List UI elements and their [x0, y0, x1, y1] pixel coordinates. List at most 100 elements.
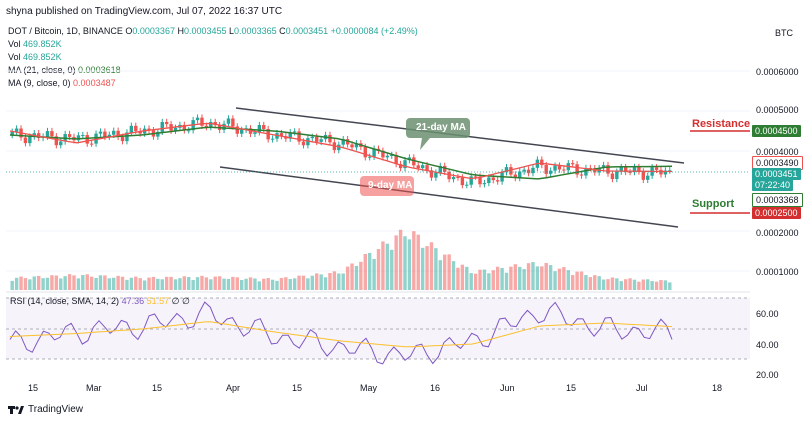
volume-bar — [659, 280, 663, 290]
volume-bar — [279, 278, 284, 290]
candle — [482, 183, 487, 185]
volume-bar — [443, 254, 447, 290]
volume-bar — [416, 234, 420, 290]
candle — [451, 176, 456, 180]
volume-bar — [628, 278, 632, 290]
rsi-tick: 60.00 — [756, 309, 779, 319]
candle — [204, 125, 209, 128]
candle — [10, 131, 14, 135]
candle — [301, 141, 306, 146]
candle — [381, 150, 385, 158]
volume-bar — [390, 249, 394, 290]
price-tick: 0.0005000 — [756, 105, 799, 115]
change-value: +0.0000084 (+2.49%) — [330, 26, 418, 36]
candle — [509, 167, 513, 175]
countdown-tag: 07:22:40 — [752, 179, 794, 191]
candle — [262, 125, 266, 130]
volume-bar — [381, 241, 385, 290]
x-tick: May — [360, 383, 378, 393]
candle — [14, 128, 19, 132]
volume-bar — [217, 276, 222, 290]
candle — [495, 180, 500, 182]
footer-brand[interactable]: TradingView — [8, 404, 83, 415]
candle — [654, 167, 659, 170]
volume-bar — [306, 278, 310, 290]
volume-bar — [359, 261, 363, 290]
candle — [138, 130, 142, 134]
volume-bar — [116, 275, 120, 290]
volume-bar — [332, 271, 337, 290]
volume-bar — [120, 276, 125, 290]
volume-bar — [376, 249, 381, 290]
volume-bar — [637, 281, 641, 290]
candle — [434, 172, 438, 178]
candle — [257, 125, 262, 133]
candle — [372, 148, 376, 157]
volume-bar — [292, 278, 297, 290]
volume-bar — [601, 279, 606, 290]
volume-bar — [28, 279, 32, 290]
volume-bar — [509, 266, 513, 290]
candle — [54, 136, 59, 146]
volume-bar — [500, 267, 504, 290]
volume-bar — [584, 275, 588, 290]
candle — [668, 170, 672, 172]
volume-bar — [328, 272, 332, 290]
x-tick: 18 — [712, 383, 723, 393]
candle — [94, 133, 98, 144]
ma21-callout-bubble — [406, 118, 470, 150]
candle — [518, 171, 522, 179]
candle — [473, 176, 478, 178]
volume-bar — [173, 279, 178, 290]
candle — [156, 131, 160, 137]
volume-bar — [284, 277, 288, 290]
volume-bar — [270, 279, 275, 290]
volume-bar — [531, 262, 535, 290]
volume-bar — [593, 275, 597, 290]
volume-bar — [438, 260, 443, 290]
candle — [570, 163, 575, 165]
ma21-annotation: 21-day MA — [416, 122, 467, 133]
candle — [394, 155, 398, 165]
volume-bar — [363, 253, 367, 290]
volume-bar — [562, 267, 566, 290]
volume-bar — [226, 278, 231, 290]
candle — [59, 141, 63, 146]
volume-bar — [244, 278, 248, 290]
candle — [443, 165, 447, 172]
candle — [579, 174, 584, 176]
ma9-line — [9, 122, 672, 180]
candle — [469, 176, 473, 185]
quote-currency: BTC — [775, 28, 793, 38]
volume-bar — [147, 277, 151, 290]
volume-bar — [337, 273, 341, 290]
volume-bar — [14, 277, 19, 290]
volume-bar — [134, 276, 138, 290]
volume-bar — [570, 275, 575, 290]
candle — [200, 117, 204, 126]
candle — [85, 135, 89, 144]
candle — [50, 131, 54, 137]
volume-bar — [262, 278, 266, 290]
volume-bar — [209, 279, 213, 290]
volume-bar — [164, 276, 169, 290]
volume-bar — [478, 269, 482, 290]
x-tick: 16 — [430, 383, 441, 393]
price-tick: 0.0001000 — [756, 267, 799, 277]
symbol-label: DOT / Bitcoin, 1D, BINANCE — [8, 26, 123, 36]
candle — [553, 165, 557, 171]
volume-bar — [456, 267, 460, 290]
candle — [36, 133, 41, 138]
candle — [270, 138, 275, 140]
volume-bar — [36, 275, 41, 290]
volume-bar — [588, 277, 593, 290]
candle — [390, 155, 394, 157]
volume-bar — [597, 276, 601, 290]
volume-bar — [548, 265, 553, 290]
volume-bar — [540, 266, 544, 290]
candle — [129, 125, 134, 133]
volume-bar — [394, 235, 398, 290]
volume-bar — [178, 278, 182, 290]
volume-bar — [354, 265, 359, 290]
volume-bar — [81, 275, 85, 290]
